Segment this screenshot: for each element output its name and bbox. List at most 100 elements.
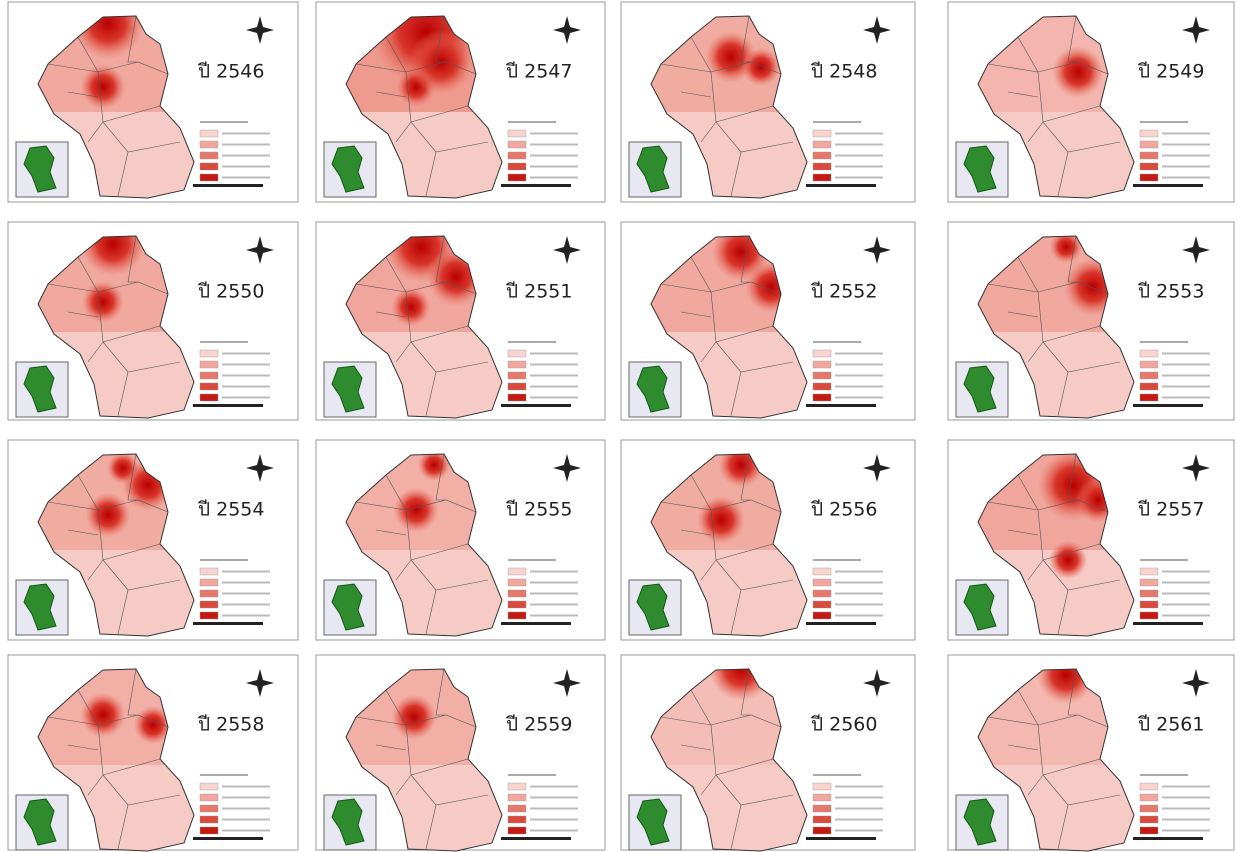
legend-swatch: [200, 590, 218, 597]
legend-swatch: [200, 816, 218, 823]
map-panel: ปี 2546: [8, 0, 298, 202]
legend-swatch: [1140, 816, 1158, 823]
legend-swatch: [1140, 612, 1158, 619]
map-panel: ปี 2547: [316, 0, 605, 202]
scale-bar: [1133, 622, 1203, 625]
scale-bar: [193, 837, 263, 840]
legend-swatch: [508, 590, 526, 597]
year-title: ปี 2550: [197, 281, 264, 303]
legend-swatch: [508, 372, 526, 379]
legend-swatch: [508, 601, 526, 608]
scale-bar: [501, 404, 571, 407]
legend-swatch: [508, 568, 526, 575]
year-title: ปี 2554: [197, 499, 264, 521]
legend-swatch: [1140, 827, 1158, 834]
legend-swatch: [200, 152, 218, 159]
legend-swatch: [813, 350, 831, 357]
legend-swatch: [508, 612, 526, 619]
legend-swatch: [508, 783, 526, 790]
year-title: ปี 2555: [505, 499, 572, 521]
year-title: ปี 2546: [197, 61, 264, 83]
legend-swatch: [200, 163, 218, 170]
map-panel: ปี 2548: [621, 2, 915, 202]
map-panel: ปี 2552: [621, 222, 915, 422]
year-title: ปี 2548: [810, 61, 877, 83]
legend-swatch: [813, 612, 831, 619]
legend-swatch: [813, 805, 831, 812]
year-title: ปี 2561: [1137, 714, 1204, 736]
legend-swatch: [508, 141, 526, 148]
hotspot: [86, 493, 131, 538]
year-title: ปี 2547: [505, 61, 572, 83]
map-panel: ปี 2556: [621, 440, 915, 640]
legend-swatch: [200, 568, 218, 575]
map-panel: ปี 2549: [948, 2, 1234, 202]
legend-swatch: [1140, 174, 1158, 181]
hotspot: [394, 488, 439, 533]
legend-swatch: [1140, 372, 1158, 379]
hotspot: [81, 693, 126, 738]
map-panel: ปี 2553: [948, 222, 1234, 422]
scale-bar: [193, 184, 263, 187]
hotspot: [1052, 46, 1103, 97]
legend-swatch: [813, 568, 831, 575]
legend-swatch: [1140, 152, 1158, 159]
legend-swatch: [1140, 783, 1158, 790]
year-title: ปี 2551: [505, 281, 572, 303]
legend-swatch: [200, 827, 218, 834]
legend-swatch: [200, 130, 218, 137]
legend-swatch: [508, 174, 526, 181]
year-title: ปี 2549: [1137, 61, 1204, 83]
scale-bar: [1133, 404, 1203, 407]
legend-swatch: [200, 383, 218, 390]
map-panel: ปี 2551: [316, 212, 605, 422]
scale-bar: [193, 404, 263, 407]
scale-bar: [806, 622, 876, 625]
year-title: ปี 2558: [197, 714, 264, 736]
legend-swatch: [1140, 601, 1158, 608]
legend-swatch: [1140, 805, 1158, 812]
legend-swatch: [508, 816, 526, 823]
scale-bar: [806, 837, 876, 840]
legend-swatch: [508, 361, 526, 368]
legend-swatch: [813, 383, 831, 390]
scale-bar: [806, 404, 876, 407]
map-panel: ปี 2555: [316, 440, 605, 640]
legend-swatch: [508, 350, 526, 357]
year-title: ปี 2556: [810, 499, 877, 521]
scale-bar: [1133, 184, 1203, 187]
legend-swatch: [200, 174, 218, 181]
scale-bar: [501, 837, 571, 840]
legend-swatch: [1140, 130, 1158, 137]
scale-bar: [501, 622, 571, 625]
legend-swatch: [200, 612, 218, 619]
hotspot: [82, 281, 124, 323]
legend-swatch: [508, 579, 526, 586]
legend-swatch: [813, 372, 831, 379]
hotspot: [392, 695, 437, 740]
legend-swatch: [813, 152, 831, 159]
legend-swatch: [813, 827, 831, 834]
map-panel: ปี 2558: [8, 655, 298, 852]
legend-swatch: [200, 350, 218, 357]
legend-swatch: [1140, 361, 1158, 368]
legend-swatch: [200, 579, 218, 586]
legend-swatch: [1140, 350, 1158, 357]
legend-swatch: [813, 794, 831, 801]
hotspot: [81, 65, 126, 110]
legend-swatch: [813, 783, 831, 790]
legend-swatch: [813, 361, 831, 368]
legend-swatch: [813, 130, 831, 137]
legend-swatch: [200, 361, 218, 368]
map-panel: ปี 2550: [8, 212, 298, 422]
legend-swatch: [508, 394, 526, 401]
legend-swatch: [813, 601, 831, 608]
legend-swatch: [508, 794, 526, 801]
legend-swatch: [200, 601, 218, 608]
map-panel: ปี 2557: [948, 440, 1234, 640]
legend-swatch: [508, 827, 526, 834]
legend-swatch: [200, 141, 218, 148]
scale-bar: [193, 622, 263, 625]
map-panel: ปี 2560: [621, 637, 915, 852]
map-panel: ปี 2554: [8, 440, 298, 640]
